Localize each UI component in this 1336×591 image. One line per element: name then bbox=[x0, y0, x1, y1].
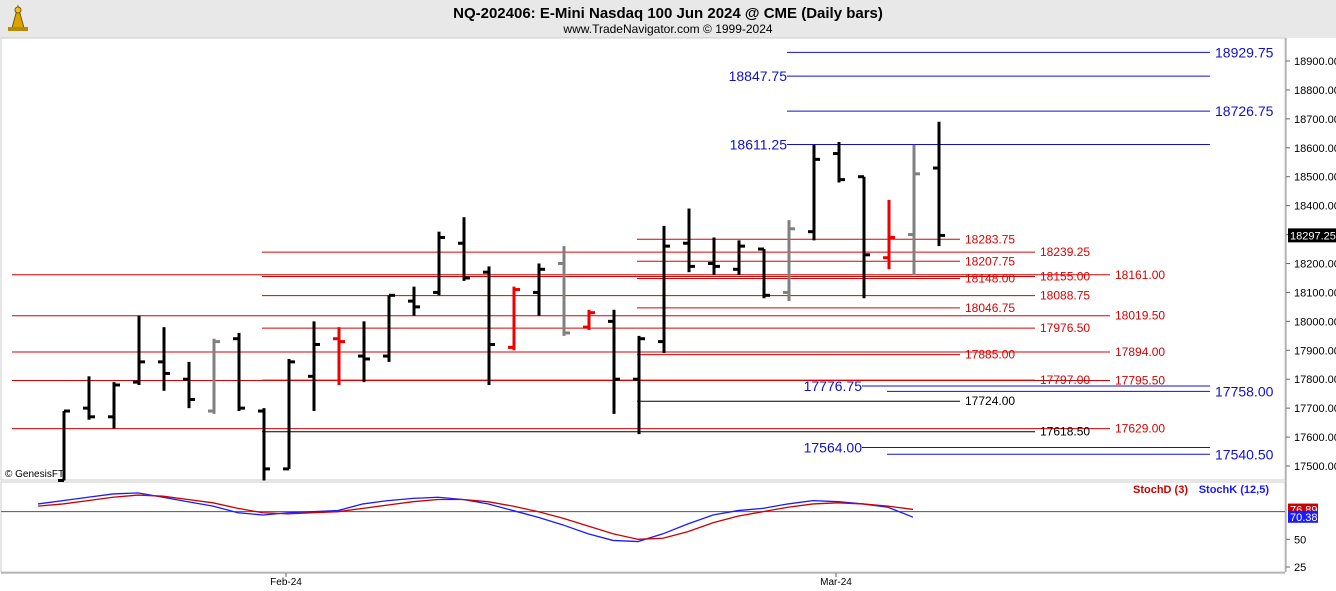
y-tick-label: 18800.00 bbox=[1294, 85, 1336, 97]
stoch-panel-frame bbox=[0, 481, 1286, 573]
ohlc-bar bbox=[83, 376, 95, 420]
ohlc-bar bbox=[758, 247, 770, 299]
level-label: 17795.50 bbox=[1115, 374, 1165, 388]
ohlc-bar bbox=[108, 382, 120, 429]
x-tick-label: Feb-24 bbox=[270, 577, 302, 588]
ohlc-bar bbox=[908, 144, 920, 276]
y-tick-label: 17500.00 bbox=[1294, 461, 1336, 473]
y-tick-label: 18000.00 bbox=[1294, 316, 1336, 328]
header-bar bbox=[0, 0, 1336, 38]
ohlc-bar bbox=[733, 240, 745, 276]
logo-icon bbox=[4, 4, 32, 33]
y-tick-label: 18700.00 bbox=[1294, 114, 1336, 126]
y-tick-label: 17900.00 bbox=[1294, 345, 1336, 357]
level-label: 18148.00 bbox=[965, 272, 1015, 286]
level-label: 17724.00 bbox=[965, 394, 1015, 408]
ohlc-bar bbox=[183, 361, 195, 409]
ohlc-bar bbox=[783, 220, 795, 302]
stoch-k-marker bbox=[1288, 510, 1318, 523]
ohlc-bar bbox=[133, 315, 145, 385]
ohlc-bar bbox=[708, 237, 720, 276]
level-label: 18847.75 bbox=[729, 68, 788, 84]
stoch-k-value: 70.38 bbox=[1290, 512, 1318, 524]
ohlc-bar bbox=[308, 321, 320, 412]
x-tick-label: Mar-24 bbox=[820, 577, 852, 588]
level-label: 17540.50 bbox=[1215, 446, 1274, 462]
level-label: 18239.25 bbox=[1040, 245, 1090, 259]
ohlc-bar bbox=[533, 263, 545, 316]
ohlc-bar bbox=[883, 199, 895, 270]
level-label: 18726.75 bbox=[1215, 103, 1274, 119]
ohlc-bar bbox=[833, 142, 845, 183]
chart-title: NQ-202406: E-Mini Nasdaq 100 Jun 2024 @ … bbox=[453, 5, 883, 22]
level-label: 17564.00 bbox=[804, 439, 863, 455]
ohlc-bar bbox=[358, 321, 370, 383]
ohlc-bar bbox=[433, 231, 445, 296]
ohlc-bar bbox=[483, 266, 495, 385]
level-label: 17885.00 bbox=[965, 348, 1015, 362]
level-label: 18611.25 bbox=[730, 137, 788, 153]
ohlc-bar bbox=[683, 208, 695, 273]
level-label: 17758.00 bbox=[1215, 383, 1274, 399]
ohlc-bar bbox=[458, 217, 470, 281]
y-tick-label: 18200.00 bbox=[1294, 259, 1336, 271]
stoch-k-line bbox=[37, 492, 914, 543]
ohlc-bar bbox=[583, 309, 595, 331]
y-tick-label: 17800.00 bbox=[1294, 374, 1336, 386]
y-tick-label: 18500.00 bbox=[1294, 172, 1336, 184]
ohlc-bar bbox=[408, 286, 420, 316]
ohlc-bar bbox=[558, 246, 570, 336]
level-label: 17618.50 bbox=[1040, 425, 1090, 439]
stoch-d-line bbox=[37, 494, 914, 540]
ohlc-bar bbox=[258, 408, 270, 481]
ohlc-bar bbox=[333, 327, 345, 385]
price-panel-frame bbox=[0, 37, 1286, 481]
current-price-marker bbox=[1288, 228, 1336, 243]
ohlc-bar bbox=[208, 338, 220, 414]
level-label: 18155.00 bbox=[1040, 270, 1090, 284]
level-label: 17976.50 bbox=[1040, 321, 1090, 335]
level-label: 18046.75 bbox=[965, 301, 1015, 315]
level-label: 17776.75 bbox=[804, 378, 863, 394]
ohlc-bar bbox=[933, 121, 945, 247]
y-tick-label: 18600.00 bbox=[1294, 143, 1336, 155]
ohlc-bar bbox=[383, 293, 395, 362]
level-label: 18161.00 bbox=[1115, 268, 1165, 282]
level-label: 18019.50 bbox=[1115, 309, 1165, 323]
stoch-k-legend: StochK (12,5) bbox=[1199, 484, 1270, 496]
ohlc-bar bbox=[658, 225, 670, 354]
level-label: 18929.75 bbox=[1215, 44, 1274, 60]
level-label: 17894.00 bbox=[1115, 345, 1165, 359]
ohlc-bar bbox=[158, 327, 170, 391]
y-tick-label: 18900.00 bbox=[1294, 56, 1336, 68]
current-price-label: 18297.25 bbox=[1290, 230, 1336, 242]
ohlc-bar bbox=[633, 335, 645, 435]
y-tick-label: 17600.00 bbox=[1294, 432, 1336, 444]
y-tick-label: 18400.00 bbox=[1294, 201, 1336, 213]
price-y-axis: 18900.00 18800.00 18700.00 18600.00 18500.00… bbox=[1286, 56, 1336, 473]
watermark: © GenesisFT bbox=[5, 469, 64, 480]
y-tick-label: 17700.00 bbox=[1294, 403, 1336, 415]
level-label: 18088.75 bbox=[1040, 289, 1090, 303]
ohlc-bar bbox=[58, 409, 70, 482]
ohlc-bar bbox=[808, 144, 820, 241]
ohlc-bar bbox=[283, 358, 295, 471]
stoch-y-tick-label: 50 bbox=[1294, 534, 1306, 546]
chart-subtitle: www.TradeNavigator.com © 1999-2024 bbox=[562, 22, 772, 36]
level-label: 18207.75 bbox=[965, 254, 1015, 268]
level-label: 17629.00 bbox=[1115, 422, 1165, 436]
stoch-y-tick-label: 25 bbox=[1294, 562, 1306, 574]
stoch-d-legend: StochD (3) bbox=[1133, 484, 1188, 496]
price-bars bbox=[58, 121, 945, 482]
ohlc-bar bbox=[508, 286, 520, 351]
ohlc-bar bbox=[608, 309, 620, 414]
price-levels: 18929.75 18847.75 18726.75 18611.25 18283.75… bbox=[12, 44, 1274, 462]
level-label: 18283.75 bbox=[965, 232, 1015, 246]
x-axis: Feb-24 Mar-24 bbox=[1, 572, 1285, 588]
ohlc-bar bbox=[233, 332, 245, 412]
ohlc-bar bbox=[858, 175, 870, 299]
y-tick-label: 18100.00 bbox=[1294, 287, 1336, 299]
